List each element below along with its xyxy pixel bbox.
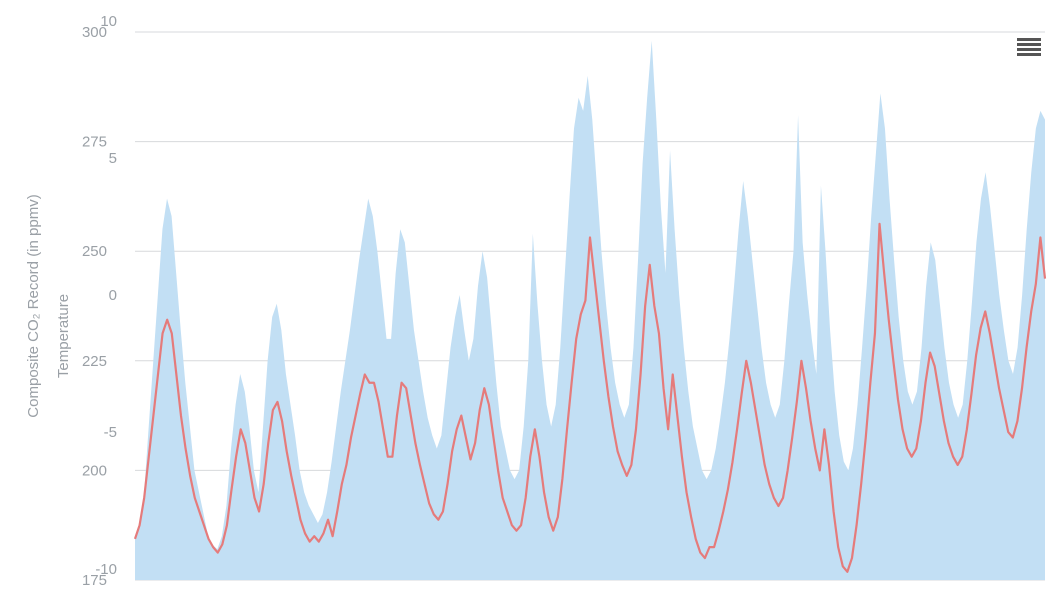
y-right-tick: -5 xyxy=(104,424,117,441)
y-right-tick: -10 xyxy=(95,561,117,578)
y-left-tick: 250 xyxy=(82,243,107,260)
y-right-tick: 0 xyxy=(109,287,117,304)
y-left-axis-label: Composite CO₂ Record (in ppmv) xyxy=(25,194,42,417)
y-right-tick: 10 xyxy=(100,13,117,30)
chart-container: 175200225250275300-10-50510Composite CO₂… xyxy=(0,0,1060,596)
y-right-axis-label: Temperature xyxy=(55,294,72,378)
y-left-tick: 275 xyxy=(82,134,107,151)
y-left-tick: 225 xyxy=(82,353,107,370)
dual-axis-chart: 175200225250275300-10-50510Composite CO₂… xyxy=(0,0,1060,596)
y-left-tick: 200 xyxy=(82,462,107,479)
y-right-tick: 5 xyxy=(109,150,117,167)
